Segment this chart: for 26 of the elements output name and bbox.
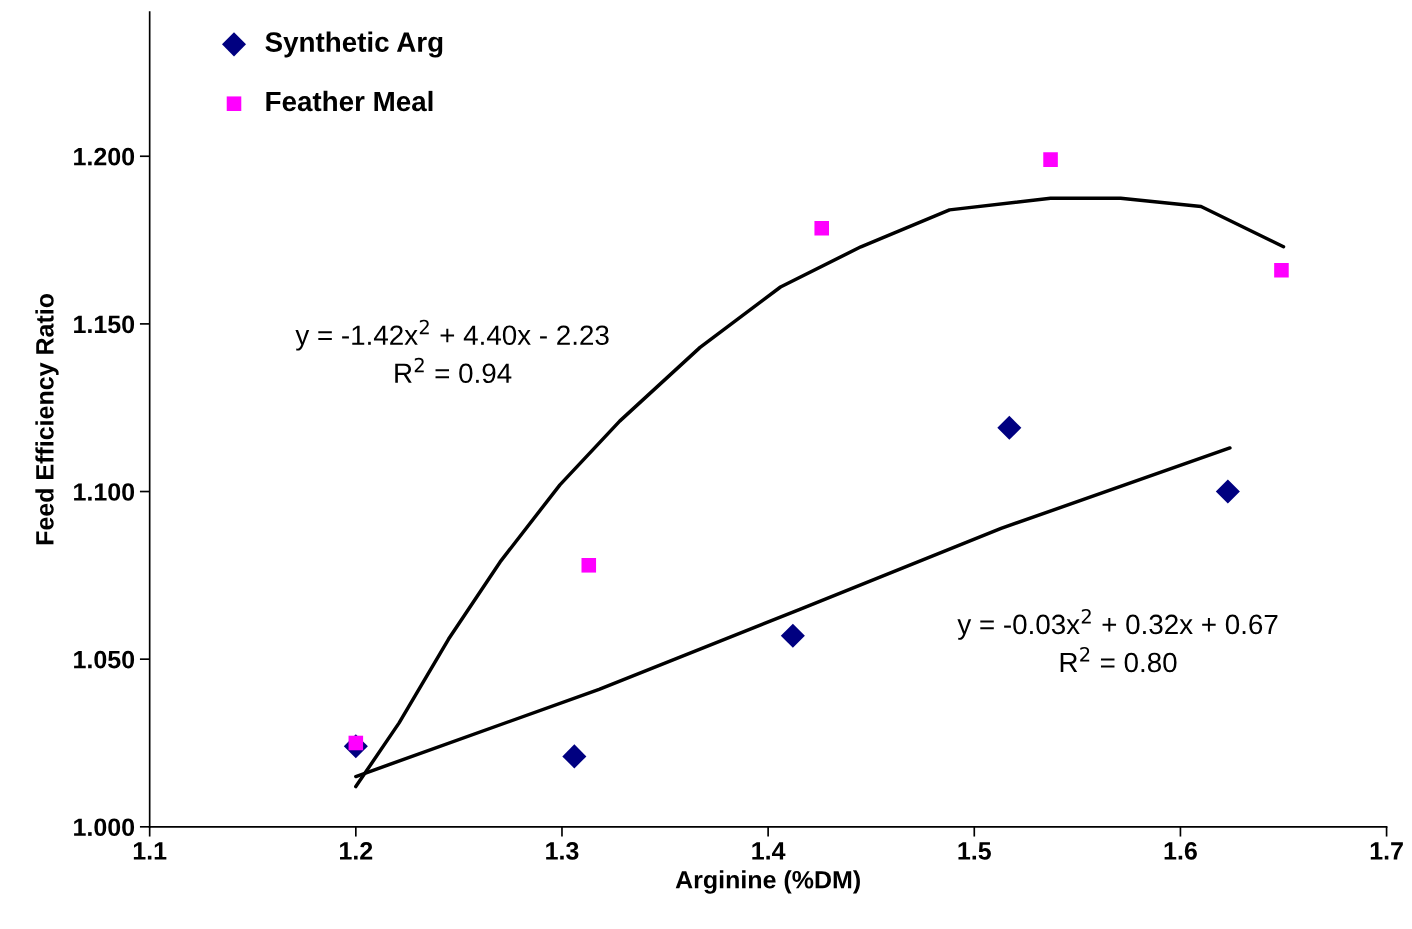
point	[997, 415, 1022, 440]
x-tick-label: 1.5	[958, 842, 991, 860]
x-tick-label: 1.2	[340, 842, 373, 860]
y-tick-label: 1.100	[74, 483, 135, 501]
x-tick-label: 1.6	[1164, 842, 1197, 860]
x-tick-label: 1.3	[546, 842, 579, 860]
annotation: y = -0.03x$^{2}$ + 0.32x + 0.67 R$^{2}$ = 0.80	[957, 608, 1278, 673]
x-tick-label: 1.4	[752, 842, 786, 860]
x-tick-label: 1.7	[1370, 842, 1403, 860]
point	[562, 744, 587, 769]
y-axis-title: Feed Efficiency Ratio	[35, 293, 59, 545]
point	[1274, 262, 1289, 278]
point	[581, 558, 597, 573]
text: y = -1.42x$^{2}$ + 4.40x - 2.23 R$^{2}$ = 0.94	[295, 319, 609, 384]
point	[814, 221, 830, 236]
x-tick-label: 1.1	[133, 842, 167, 860]
legend-label: Feather Meal	[266, 90, 433, 112]
x-axis-title: Arginine (%DM)	[675, 870, 860, 894]
y-tick-label: 1.050	[74, 650, 135, 669]
point	[1215, 479, 1240, 504]
point	[780, 623, 805, 648]
y-tick-label: 1.150	[74, 315, 135, 334]
y-tick-label: 1.200	[74, 147, 135, 166]
point	[1043, 152, 1058, 167]
legend-label: Synthetic Arg	[265, 31, 443, 58]
y-tick-label: 1.000	[74, 818, 135, 837]
